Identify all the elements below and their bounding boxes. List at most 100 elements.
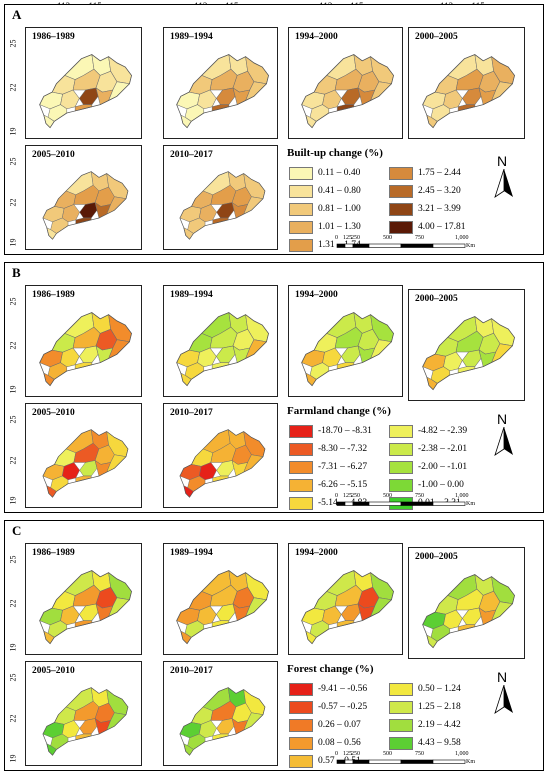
period-map: 1986–1989: [25, 543, 142, 655]
scale-label: 0: [335, 493, 338, 499]
scale-label: 0: [335, 235, 338, 241]
north-label: N: [497, 669, 508, 685]
period-map: 2005–2010: [25, 661, 142, 766]
province-map: [42, 687, 129, 756]
period-label: 2000–2005: [415, 294, 458, 304]
scale-label: 250: [351, 751, 360, 757]
legend-range: 2.19 – 4.42: [418, 720, 461, 730]
province-outline: [422, 54, 515, 129]
period-map: 1986–1989: [25, 27, 142, 139]
legend-swatch: [289, 239, 313, 252]
latitude-tick-label: 22: [8, 599, 18, 608]
scale-unit: Km: [466, 759, 475, 765]
period-label: 2005–2010: [32, 666, 75, 676]
province-outline: [179, 429, 266, 498]
legend-swatch: [289, 443, 313, 456]
panel-b: B 25 22 19 25 22 19 1986–1989 1989–1994 1994–2000…: [4, 262, 544, 513]
legend-range: -0.57 – -0.25: [318, 702, 368, 712]
latitude-tick-label: 19: [8, 496, 18, 505]
latitude-tick-label: 25: [8, 415, 18, 424]
province-outline: [176, 312, 269, 387]
scale-label: 125: [343, 751, 352, 757]
period-label: 2005–2010: [32, 150, 75, 160]
county-region: [216, 202, 235, 219]
latitude-tick-label: 25: [8, 673, 18, 682]
scale-label: 250: [351, 493, 360, 499]
province-outline: [42, 171, 129, 240]
county-region: [79, 202, 98, 219]
scale-bar: 0 125 250 500 750 1,000 Km: [335, 751, 475, 767]
scale-label: 125: [343, 493, 352, 499]
scale-bar: 0 125 250 500 750 1,000 Km: [335, 235, 475, 251]
county-region: [216, 460, 235, 477]
scale-label: 0: [335, 751, 338, 757]
legend-range: -2.38 – -2.01: [418, 444, 468, 454]
province-outline: [301, 54, 394, 129]
scale-label: 1,000: [455, 751, 469, 757]
legend-swatch: [389, 221, 413, 234]
north-arrow-icon: [494, 169, 513, 198]
period-label: 1986–1989: [32, 290, 75, 300]
province-map: [301, 53, 394, 129]
period-label: 1989–1994: [170, 32, 213, 42]
county-region: [79, 345, 99, 363]
county-region: [462, 87, 482, 105]
legend-range: -7.31 – -6.27: [318, 462, 368, 472]
province-map: [42, 429, 129, 498]
legend-range: 1.25 – 2.18: [418, 702, 461, 712]
legend-range: 2.45 – 3.20: [418, 186, 461, 196]
panel-a: A 25 22 19 25 22 19 1986–1989 1989–1994 1994–2000…: [4, 4, 544, 255]
legend-swatch: [389, 167, 413, 180]
legend-swatch: [289, 737, 313, 750]
period-map: 2010–2017: [163, 145, 278, 250]
latitude-tick-label: 22: [8, 83, 18, 92]
latitude-tick-label: 19: [8, 385, 18, 394]
north-arrow: N: [491, 669, 517, 714]
scale-unit: Km: [466, 243, 475, 249]
panel-letter: A: [12, 7, 22, 22]
county-region: [341, 603, 361, 621]
province-map: [39, 569, 132, 645]
province-outline: [176, 570, 269, 645]
scale-bar-graphic: [336, 501, 466, 506]
period-map: 1989–1994: [163, 285, 278, 397]
legend-swatch: [289, 755, 313, 768]
period-map: 2005–2010: [25, 403, 142, 508]
province-map: [176, 311, 269, 387]
legend-swatch: [289, 221, 313, 234]
province-map: [301, 569, 394, 645]
legend-swatch: [389, 737, 413, 750]
period-label: 1994–2000: [295, 290, 338, 300]
province-outline: [301, 570, 394, 645]
legend-swatch: [289, 719, 313, 732]
province-outline: [176, 54, 269, 129]
province-map: [179, 687, 266, 756]
legend-range: 4.43 – 9.58: [418, 738, 461, 748]
scale-label: 500: [383, 235, 392, 241]
legend-range: -18.70 – -8.31: [318, 426, 372, 436]
period-map: 2000–2005: [408, 27, 525, 139]
scale-bar-graphic: [336, 243, 466, 248]
legend-swatch: [289, 479, 313, 492]
scale-label: 1,000: [455, 493, 469, 499]
county-region: [79, 87, 99, 105]
legend-swatch: [289, 683, 313, 696]
county-region: [216, 603, 236, 621]
province-map: [301, 311, 394, 387]
scale-label: 500: [383, 493, 392, 499]
period-map: 2005–2010: [25, 145, 142, 250]
legend-swatch: [289, 185, 313, 198]
legend-swatch: [289, 701, 313, 714]
scale-unit: Km: [466, 501, 475, 507]
latitude-tick-label: 25: [8, 39, 18, 48]
legend-range: -1.00 – 0.00: [418, 480, 464, 490]
county-region: [341, 87, 361, 105]
legend-range: 0.26 – 0.07: [318, 720, 361, 730]
legend-title: Built-up change (%): [287, 147, 383, 159]
period-label: 2010–2017: [170, 150, 213, 160]
north-label: N: [497, 153, 508, 169]
period-label: 2005–2010: [32, 408, 75, 418]
province-outline: [422, 574, 515, 649]
legend-range: -8.30 – -7.32: [318, 444, 368, 454]
legend-range: -4.82 – -2.39: [418, 426, 468, 436]
